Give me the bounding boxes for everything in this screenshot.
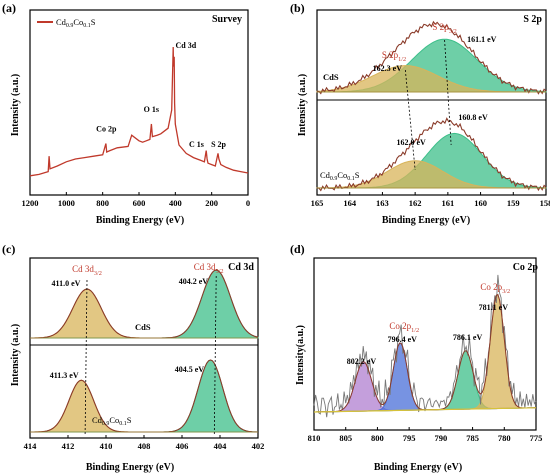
panel-a-frame [29,9,249,196]
panel-b-bottom-peak2-value: 162.0 eV [396,138,426,147]
panel-b-ticklabel-5: 160 [474,198,487,208]
panel-c-cd3d52-label: Cd 3d5/2 [194,262,224,275]
panel-d-ticklabel-2: 800 [371,433,384,443]
panel-a-ticklabel-2: 800 [96,198,109,208]
panel-a-annotation-2: Co 2p [96,125,117,134]
panel-d-baseline [313,407,537,413]
panel-d-ticklabel-1: 805 [339,433,352,443]
panel-c-top-label: CdS [135,322,151,332]
panel-a-ticklabel-3: 600 [133,198,146,208]
panel-a-annotation-4: S 2p [211,140,226,149]
panel-a-ticklabel-4: 400 [169,198,182,208]
panel-b-top-label: CdS [323,72,339,82]
plot-layer: 1200 1000 800 600 400 200 0 Cd0.9Co0.1S Cd 3d O 1… [22,9,550,451]
panel-c-cd3d32-label: Cd 3d3/2 [72,264,102,277]
panel-d-co2p32-label: Co 2p3/2 [480,282,510,295]
panel-a-annotation-3: C 1s [189,140,204,149]
panel-d-frame [313,257,537,431]
panel-b-s2p32-label: S 2p3/2 [432,22,456,35]
panel-c-bottom-peak1-value: 411.3 eV [50,371,79,380]
panel-b-ylabel: Intensity (a.u.) [297,74,308,137]
panel-b-ticklabel-4: 161 [441,198,454,208]
panel-b-ticklabel-1: 164 [343,198,357,208]
panel-c-bottom-label: Cd0.9Co0.1S [92,415,132,427]
panel-c-ticklabel-5: 404 [214,441,228,451]
panel-a-ticklabel-1: 1000 [58,198,75,208]
panel-c-ticklabel-4: 406 [176,441,189,451]
panel-b-top-envelope [316,20,547,95]
panel-d-ylabel: Intensity(a.u.) [295,325,306,385]
panel-c-ticklabel-2: 410 [100,441,113,451]
panel-letter-c: (c) [2,242,15,256]
panel-letter-b: (b) [290,1,305,15]
panel-d-peak1-value: 802.2 eV [347,357,377,366]
panel-b-title: S 2p [523,14,542,25]
panel-d-ticklabel-3: 795 [403,433,416,443]
panel-c-top-peak2-value: 404.2 eV [179,277,209,286]
panel-letter-a: (a) [2,1,16,15]
panel-c-ticklabel-6: 402 [252,441,265,451]
panel-b-top-peak2-value: 162.3 eV [373,64,403,73]
panel-d-raw-line [313,274,537,418]
panel-b-frame [316,9,547,196]
panel-d-ticklabel-0: 810 [308,433,321,443]
panel-c-bottom-peak2-value: 404.5 eV [175,365,205,374]
panel-d-ticklabel-4: 790 [434,433,447,443]
panel-a-annotation-0: Cd 3d [176,41,197,50]
panel-c-guide-1 [84,279,88,436]
panel-d-peak3-value: 786.1 eV [453,333,483,342]
panel-d-peak4-value: 781.1 eV [479,303,509,312]
panel-b-bottom-label: Cd0.9Co0.1S [320,170,360,182]
panel-letter-d: (d) [290,242,305,256]
panel-d-ticklabel-5: 785 [466,433,479,443]
panel-a-ylabel: Intensity (a.u.) [10,74,21,137]
panel-a-ticklabel-5: 200 [205,198,218,208]
panel-d-ticklabel-7: 775 [530,433,543,443]
panel-d-co2p12-label: Co 2p1/2 [389,321,419,334]
panel-c-xlabel: Binding Energy (eV) [86,462,174,473]
panel-c-ticklabel-0: 414 [24,441,38,451]
panel-b-ticklabel-0: 165 [311,198,324,208]
panel-a-xlabel: Binding Energy (eV) [96,215,184,226]
panel-b-top-peak1-value: 161.1 eV [467,35,497,44]
panel-b-ticklabel-3: 162 [409,198,422,208]
panel-a-ticklabel-0: 1200 [22,198,39,208]
panel-b-ticklabel-2: 163 [376,198,389,208]
panel-a-ticklabel-6: 0 [246,198,250,208]
panel-c-guide-2 [213,275,217,436]
panel-d-title: Co 2p [513,262,539,273]
panel-c-ticklabel-1: 412 [62,441,75,451]
panel-a-series-line [29,46,249,177]
panel-d-ticklabel-6: 780 [498,433,511,443]
panel-a-title: Survey [212,14,242,25]
panel-b-guide-1 [404,69,416,171]
panel-b-xlabel: Binding Energy (eV) [382,215,470,226]
panel-b-s2p12-label: S 2p1/2 [382,50,406,63]
panel-c-top-peak1-value: 411.0 eV [52,279,81,288]
panel-b-ticklabel-6: 159 [507,198,520,208]
panel-a-annotation-1: O 1s [144,105,159,114]
panel-d-peak-3 [313,293,537,413]
panel-c-ylabel: Intensity (a.u.) [10,324,21,387]
panel-a-legend-label: Cd0.9Co0.1S [56,17,96,29]
panel-b-bottom-peak1-value: 160.8 eV [458,113,488,122]
panel-b-bottom-envelope [316,117,547,192]
panel-c-ticklabel-3: 408 [138,441,151,451]
panel-c-title: Cd 3d [228,262,254,273]
panel-d-peak2-value: 796.4 eV [388,335,418,344]
panel-b-ticklabel-7: 158 [540,198,550,208]
panel-d-xlabel: Binding Energy (eV) [374,462,462,473]
panel-b-guide-2 [444,39,452,146]
